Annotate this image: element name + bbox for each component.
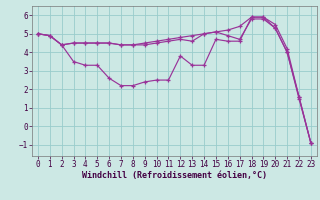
- X-axis label: Windchill (Refroidissement éolien,°C): Windchill (Refroidissement éolien,°C): [82, 171, 267, 180]
